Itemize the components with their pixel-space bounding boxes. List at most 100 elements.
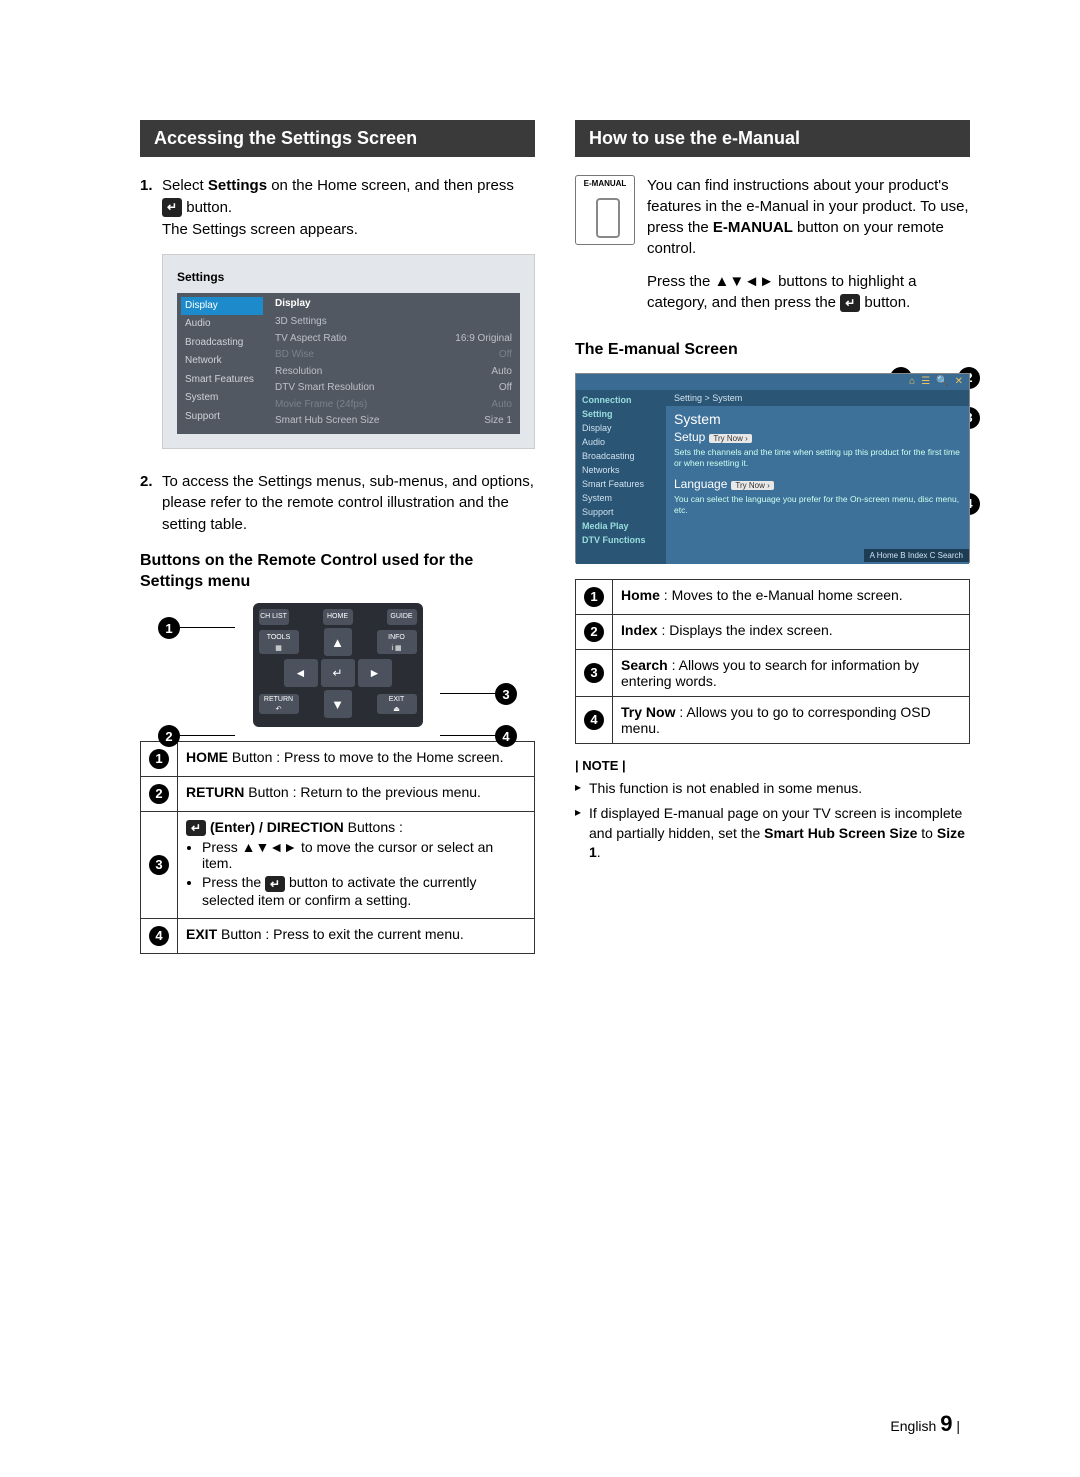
note-2: If displayed E-manual page on your TV sc…	[575, 804, 970, 863]
callout-2: 2	[158, 725, 180, 747]
et2-t: : Displays the index screen.	[658, 622, 833, 638]
remote-up-icon: ▲	[324, 628, 352, 656]
settings-side-display: Display	[181, 297, 263, 316]
callout-3: 3	[495, 683, 517, 705]
t3-li2: Press the ↵ button to activate the curre…	[202, 874, 526, 907]
settings-side-network: Network	[181, 352, 263, 371]
etnum-4: 4	[584, 710, 604, 730]
section-title-emanual: How to use the e-Manual	[575, 120, 970, 157]
tnum-2: 2	[149, 784, 169, 804]
row-dtv-v: Off	[499, 381, 512, 396]
subhead-emanual-screen: The E-manual Screen	[575, 339, 970, 361]
et3-b: Search	[621, 657, 668, 673]
settings-side-audio: Audio	[181, 315, 263, 334]
step1-settings: Settings	[208, 177, 267, 194]
t4-b: EXIT	[186, 926, 217, 942]
tnum-1: 1	[149, 749, 169, 769]
t1-b: HOME	[186, 749, 228, 765]
tnum-3: 3	[149, 855, 169, 875]
close-icon: ✕	[955, 376, 963, 387]
row-screensize-v: Size 1	[484, 414, 512, 429]
remote-exit: EXIT⏏	[377, 694, 417, 714]
emanual-intro: You can find instructions about your pro…	[647, 175, 970, 259]
t1-t: Button : Press to move to the Home scree…	[228, 749, 503, 765]
remote-info: INFOi ▦	[377, 630, 417, 654]
emanual-screen-diagram: 1 2 3 4 ⌂☰🔍✕ Connection Setting Display …	[575, 373, 970, 563]
tnum-4: 4	[149, 926, 169, 946]
em-footer: A Home B Index C Search	[864, 549, 969, 562]
t3-li1: Press ▲▼◄► to move the cursor or select …	[202, 839, 526, 871]
em-h1: System	[674, 411, 961, 427]
row-res-v: Auto	[491, 365, 512, 380]
em-h3: Language	[674, 477, 727, 491]
row-screensize: Smart Hub Screen Size	[275, 414, 380, 429]
callout-1: 1	[158, 617, 180, 639]
row-bdwise: BD Wise	[275, 348, 314, 363]
page-footer: English 9 |	[890, 1411, 960, 1437]
remote-right-icon: ►	[358, 659, 392, 687]
settings-side-broadcasting: Broadcasting	[181, 334, 263, 353]
remote-diagram: 1 2 3 4 CH LIST HOME GUIDE TOOLS▦ ▲ INFO…	[140, 603, 535, 727]
remote-button-table: 1 HOME Button : Press to move to the Hom…	[140, 741, 535, 954]
enter-icon: ↵	[840, 294, 860, 313]
note-label: | NOTE |	[575, 758, 970, 773]
em-side-networks: Networks	[579, 463, 663, 477]
em-side-support: Support	[579, 505, 663, 519]
step-2: To access the Settings menus, sub-menus,…	[162, 471, 535, 536]
footer-lang: English	[890, 1418, 936, 1434]
t2-t: Button : Return to the previous menu.	[244, 784, 481, 800]
remote-guide: GUIDE	[387, 609, 417, 625]
em-side-media: Media Play	[579, 519, 663, 533]
step1-text3: button.	[182, 199, 232, 216]
t3-hb: (Enter) / DIRECTION	[210, 819, 344, 835]
footer-page: 9	[940, 1411, 952, 1436]
etnum-2: 2	[584, 622, 604, 642]
note-1: This function is not enabled in some men…	[575, 779, 970, 799]
row-dtv: DTV Smart Resolution	[275, 381, 374, 396]
search-icon: 🔍	[936, 376, 948, 387]
row-3d: 3D Settings	[275, 315, 327, 330]
em-breadcrumb: Setting > System	[666, 390, 969, 406]
em-side-display: Display	[579, 421, 663, 435]
em-side-setting: Setting	[579, 407, 663, 421]
t3-ht: Buttons :	[344, 819, 403, 835]
index-icon: ☰	[921, 376, 930, 387]
step1-text2: on the Home screen, and then press	[267, 177, 514, 194]
emanual-remote-icon	[575, 175, 635, 245]
settings-side-support: Support	[181, 408, 263, 427]
subhead-remote: Buttons on the Remote Control used for t…	[140, 550, 535, 593]
et1-t: : Moves to the e-Manual home screen.	[660, 587, 903, 603]
settings-screenshot: Settings Display Audio Broadcasting Netw…	[162, 254, 535, 448]
em-side-connection: Connection	[579, 393, 663, 407]
et4-b: Try Now	[621, 704, 675, 720]
enter-icon: ↵	[162, 198, 182, 217]
em-side-smart: Smart Features	[579, 477, 663, 491]
remote-return: RETURN↶	[259, 694, 299, 714]
em-t2: You can select the language you prefer f…	[674, 494, 961, 516]
remote-tools: TOOLS▦	[259, 630, 299, 654]
step1-text: Select	[162, 177, 208, 194]
enter-icon: ↵	[186, 820, 206, 836]
enter-icon: ↵	[265, 876, 285, 892]
etnum-3: 3	[584, 663, 604, 683]
settings-main-header: Display	[275, 297, 512, 312]
em-h2: Setup	[674, 430, 705, 444]
callout-4: 4	[495, 725, 517, 747]
row-movie-v: Auto	[491, 398, 512, 413]
emanual-button-table: 1 Home : Moves to the e-Manual home scre…	[575, 579, 970, 744]
row-aspect: TV Aspect Ratio	[275, 332, 347, 347]
settings-side-system: System	[181, 389, 263, 408]
etnum-1: 1	[584, 587, 604, 607]
remote-home: HOME	[323, 609, 353, 625]
remote-down-icon: ▼	[324, 690, 352, 718]
remote-chlist: CH LIST	[259, 609, 289, 625]
em-side-system: System	[579, 491, 663, 505]
em-side-dtv: DTV Functions	[579, 533, 663, 547]
row-movie: Movie Frame (24fps)	[275, 398, 367, 413]
row-res: Resolution	[275, 365, 322, 380]
et1-b: Home	[621, 587, 660, 603]
et2-b: Index	[621, 622, 658, 638]
trynow-badge: Try Now ›	[731, 481, 773, 490]
step-1: Select Settings on the Home screen, and …	[162, 175, 535, 449]
t2-b: RETURN	[186, 784, 244, 800]
